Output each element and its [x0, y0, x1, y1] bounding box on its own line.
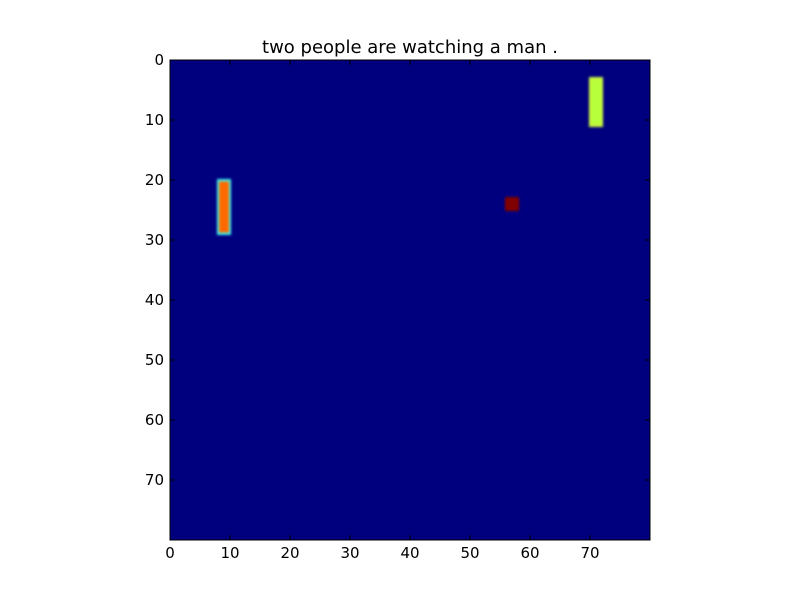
- heatmap-cells: [217, 77, 603, 235]
- x-tick-label: 0: [165, 544, 175, 562]
- heatmap-cell: [219, 181, 229, 233]
- x-tick-label: 70: [580, 544, 599, 562]
- y-tick-label: 10: [145, 111, 164, 129]
- heatmap-cell: [591, 79, 601, 125]
- x-tick-label: 20: [280, 544, 299, 562]
- x-tick-label: 10: [220, 544, 239, 562]
- plot-background: [170, 60, 650, 540]
- y-tick-label: 40: [145, 291, 164, 309]
- heatmap-cell: [507, 199, 517, 209]
- axis-ticks: 0 10 20 30 40 50 60 70 0 10 20 30 40 50 60 70: [145, 51, 650, 562]
- x-tick-label: 30: [340, 544, 359, 562]
- y-tick-label: 30: [145, 231, 164, 249]
- y-tick-label: 50: [145, 351, 164, 369]
- y-tick-label: 20: [145, 171, 164, 189]
- y-tick-label: 0: [154, 51, 164, 69]
- y-tick-label: 60: [145, 411, 164, 429]
- y-tick-label: 70: [145, 471, 164, 489]
- chart-title: two people are watching a man .: [262, 37, 558, 58]
- x-tick-label: 40: [400, 544, 419, 562]
- x-tick-label: 50: [460, 544, 479, 562]
- x-tick-label: 60: [520, 544, 539, 562]
